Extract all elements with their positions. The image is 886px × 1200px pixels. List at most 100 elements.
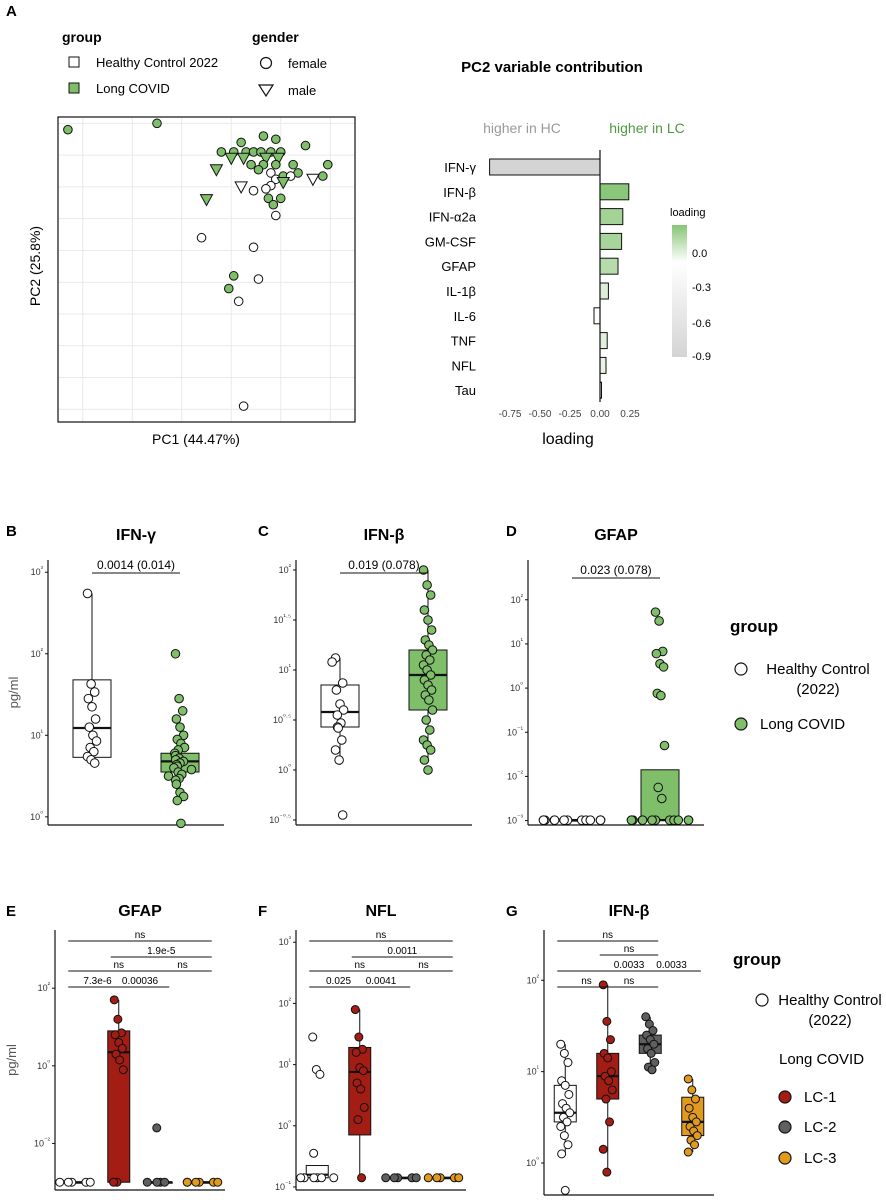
pca-point-6 (216, 147, 227, 157)
pca-point-28 (318, 171, 328, 181)
boxE-point-3-1 (191, 1177, 201, 1187)
boxC-ytick-label-0: 10⁻⁰·⁵ (269, 813, 291, 825)
pca-point-30 (306, 173, 320, 187)
boxD-point-1-12 (647, 815, 657, 825)
contrib-category-2: IFN-α2a (429, 210, 477, 225)
contrib-category-9: Tau (455, 383, 476, 398)
boxG-point-1-10 (605, 1117, 615, 1127)
boxB-point-1-25 (171, 779, 182, 790)
pca-point-46 (233, 296, 244, 307)
pca-point-25 (266, 168, 276, 178)
boxF-point-1-9 (353, 1115, 363, 1125)
boxC-ytick-label-2: 10⁰·⁵ (273, 713, 291, 725)
boxE-point-1-7 (115, 1055, 125, 1065)
boxE-point-3-5 (182, 1177, 192, 1187)
boxF-point-2-3 (381, 1173, 391, 1183)
contrib-bar-3 (599, 232, 623, 250)
boxC-point-0-1 (327, 657, 337, 667)
colorbar (672, 225, 687, 357)
boxF-comparison-label-4: 0.025 (326, 976, 351, 987)
boxF-point-0-8 (329, 1173, 339, 1183)
boxD-annotation: 0.023 (0.078) (580, 563, 651, 577)
panel-d-box: GFAP 10⁻³ 10⁻² 10⁻¹ 10⁰ 10¹ 10² 0.023 (0.078) (507, 527, 704, 826)
pca-y-label: PC2 (25.8%) (27, 226, 43, 306)
bottom-legend-hc-label: Healthy Control (778, 992, 881, 1009)
boxE-title: GFAP (118, 903, 162, 920)
colorbar-title: loading (670, 207, 705, 219)
boxF-point-2-1 (389, 1173, 399, 1183)
boxC-point-0-10 (337, 735, 347, 745)
boxB-point-1-28 (172, 795, 183, 806)
boxE-point-1-0 (109, 995, 119, 1005)
boxD-point-1-17 (673, 815, 684, 825)
contrib-bar-2 (599, 208, 624, 226)
boxC-point-1-19 (427, 705, 438, 715)
boxC-point-0-5 (338, 705, 349, 715)
legend-group-title: group (62, 29, 102, 45)
boxF-point-3-1 (432, 1173, 442, 1183)
boxF-point-1-1 (354, 1032, 364, 1042)
pca-point-21 (322, 159, 333, 170)
boxB-point-1-29 (176, 818, 186, 829)
boxF-ytick-label-4: 10³ (279, 936, 292, 947)
contrib-x-label: loading (542, 431, 594, 448)
boxF-point-0-3 (309, 1148, 319, 1158)
boxG-point-0-0 (556, 1039, 566, 1049)
boxG-point-0-14 (557, 1149, 567, 1159)
boxG-point-0-12 (559, 1131, 569, 1141)
contrib-xtick-3: 0.00 (590, 409, 610, 420)
boxG-point-0-13 (563, 1140, 573, 1150)
contrib-higher-hc: higher in HC (483, 120, 561, 136)
contrib-category-7: TNF (451, 334, 476, 349)
boxF-point-3-4 (454, 1173, 464, 1183)
contrib-bar-6 (593, 307, 601, 325)
boxE-comparison-label-0: ns (135, 930, 146, 941)
boxB-point-0-5 (90, 714, 101, 724)
middle-legend: group Healthy Control (2022) Long COVID (730, 617, 870, 733)
bottom-legend-subtitle: Long COVID (779, 1051, 864, 1068)
contrib-category-6: IL-6 (454, 309, 476, 324)
pca-point-4 (271, 134, 281, 145)
boxD-ytick-label-4: 10¹ (511, 638, 524, 649)
pca-scatter: PC1 (44.47%) PC2 (25.8%) (27, 116, 356, 447)
boxB-point-1-4 (175, 722, 185, 732)
contrib-bar-1 (599, 183, 630, 201)
pca-point-40 (271, 210, 281, 221)
boxF-ytick-label-0: 10⁻¹ (275, 1181, 292, 1192)
pca-point-3 (258, 131, 269, 141)
contrib-higher-lc: higher in LC (609, 120, 685, 136)
boxG-point-0-10 (562, 1117, 572, 1127)
boxC-point-1-10 (425, 655, 435, 665)
contrib-category-5: IL-1β (446, 284, 476, 299)
boxF-point-0-9 (296, 1173, 306, 1183)
boxC-point-0-13 (337, 810, 348, 820)
boxG-point-0-11 (556, 1121, 566, 1131)
pca-point-43 (228, 271, 239, 281)
boxD-point-0-11 (538, 815, 549, 825)
panel-label-f: F (258, 903, 267, 920)
boxB-point-0-13 (89, 758, 100, 768)
contrib-title: PC2 variable contribution (461, 59, 643, 76)
boxC-point-0-2 (337, 678, 348, 688)
boxG-comparison-label-5: ns (624, 976, 635, 987)
boxG-point-0-5 (564, 1089, 574, 1099)
boxB-point-0-3 (83, 693, 94, 704)
panel-label-c: C (258, 523, 269, 540)
boxG-point-0-2 (563, 1058, 573, 1067)
pca-point-17 (246, 159, 256, 170)
boxB-point-1-1 (174, 693, 184, 704)
boxC-point-1-13 (425, 670, 436, 680)
boxF-point-1-8 (359, 1102, 369, 1112)
boxG-point-1-4 (603, 1053, 613, 1063)
pca-point-38 (199, 194, 214, 207)
legend-female-circle (259, 56, 273, 70)
boxF-comparison-label-5: 0.0041 (366, 976, 397, 987)
pca-point-0 (63, 124, 73, 135)
pca-point-1 (152, 118, 162, 129)
boxE-point-0-4 (85, 1177, 95, 1187)
pca-point-41 (196, 232, 207, 243)
boxD-point-1-8 (659, 740, 670, 751)
boxG-point-2-7 (646, 1048, 656, 1058)
